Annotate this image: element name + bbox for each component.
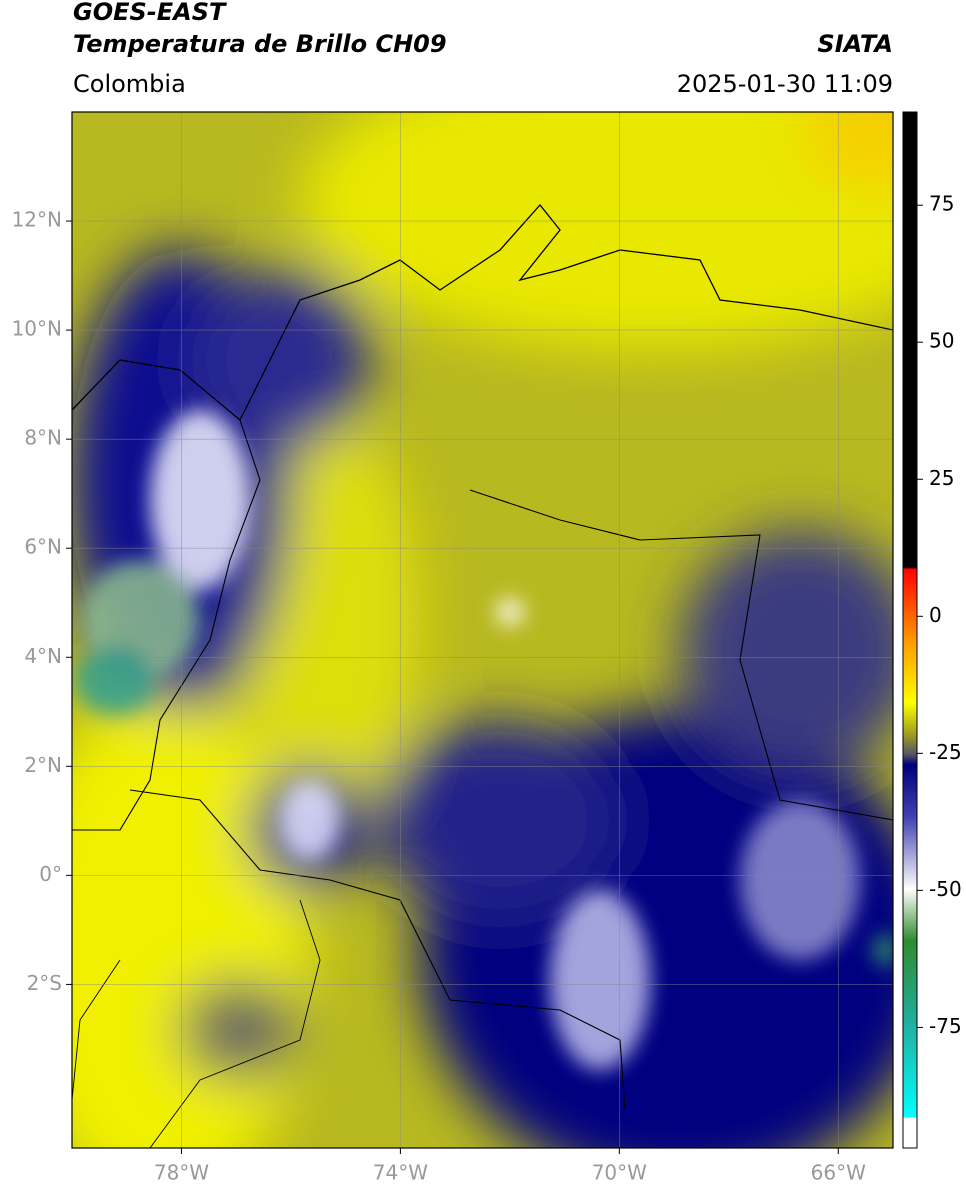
lon-tick-label: 66°W — [811, 1161, 866, 1185]
colorbar-tick-label: 50 — [929, 329, 954, 353]
region: Colombia — [73, 70, 186, 98]
satellite-image — [72, 112, 893, 1148]
colorbar-tick-label: 25 — [929, 466, 954, 490]
lat-tick-label: 4°N — [24, 644, 62, 668]
source: SIATA — [817, 30, 893, 58]
map-frame — [71, 111, 894, 1149]
lat-tick-label: 2°S — [27, 971, 62, 995]
lat-tick-label: 10°N — [12, 317, 62, 341]
colorbar-tick-label: 75 — [929, 192, 954, 216]
lat-tick-label: 12°N — [12, 208, 62, 232]
colorbar — [902, 111, 918, 1149]
colorbar-tick-label: -25 — [929, 740, 962, 764]
colorbar-tick-label: -50 — [929, 877, 962, 901]
lat-tick-label: 2°N — [24, 753, 62, 777]
datetime: 2025-01-30 11:09 — [676, 70, 893, 98]
lon-tick-label: 74°W — [373, 1161, 428, 1185]
lat-tick-label: 0° — [39, 862, 62, 886]
lat-tick-label: 8°N — [24, 426, 62, 450]
colorbar-tick-label: 0 — [929, 603, 942, 627]
title: GOES-EAST — [73, 0, 226, 26]
lat-tick-label: 6°N — [24, 535, 62, 559]
colorbar-tick-label: -75 — [929, 1014, 962, 1038]
lon-tick-label: 78°W — [154, 1161, 209, 1185]
subtitle: Temperatura de Brillo CH09 — [73, 30, 447, 58]
graticule — [72, 112, 893, 1148]
lon-tick-label: 70°W — [592, 1161, 647, 1185]
